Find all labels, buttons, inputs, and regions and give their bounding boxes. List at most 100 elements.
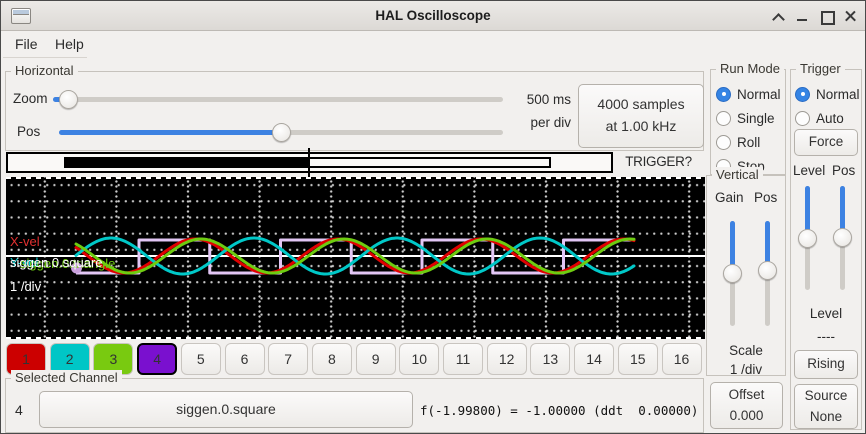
pos-slider[interactable] xyxy=(59,123,503,142)
trigger-mode-option-auto[interactable]: Auto xyxy=(795,108,844,128)
pos-slider-label: Pos xyxy=(17,124,41,139)
channel-button-11[interactable]: 11 xyxy=(443,343,483,375)
rate-per-div-line2: per div xyxy=(530,115,571,130)
channel-button-15[interactable]: 15 xyxy=(617,343,658,375)
scope-display[interactable]: X-vel Y-vel siggen.0.triangle siggen.0.squa… xyxy=(6,177,705,339)
channel-button-3[interactable]: 3 xyxy=(93,343,134,375)
run-mode-option-radio-icon[interactable] xyxy=(716,110,731,126)
trigger-pos-slider[interactable] xyxy=(833,186,852,290)
titlebar: HAL Oscilloscope xyxy=(1,1,865,31)
vertical-gain-fill xyxy=(730,221,735,274)
vertical-pos-slider[interactable] xyxy=(758,221,777,326)
trigger-mode-option-label: Auto xyxy=(816,110,844,126)
trigger-source-label: Source xyxy=(804,387,848,403)
vertical-pos-fill xyxy=(765,221,770,271)
channel-button-12[interactable]: 12 xyxy=(486,343,527,375)
record-captured-segment xyxy=(64,157,309,168)
zoom-slider-track xyxy=(53,97,503,102)
vertical-pos-handle[interactable] xyxy=(758,261,777,281)
shade-window-icon[interactable] xyxy=(769,7,787,25)
close-icon[interactable] xyxy=(841,7,859,25)
window-icon xyxy=(11,8,31,24)
samples-line2: at 1.00 kHz xyxy=(605,118,677,134)
trigger-level-slider[interactable] xyxy=(798,186,817,290)
run-mode-frame-label: Run Mode xyxy=(716,61,784,76)
trigger-force-button[interactable]: Force xyxy=(794,129,858,156)
menu-file[interactable]: File xyxy=(15,36,38,52)
pos-slider-handle[interactable] xyxy=(271,123,291,142)
trigger-pos-handle[interactable] xyxy=(833,227,852,247)
offset-value: 0.000 xyxy=(729,407,764,423)
channel-button-4[interactable]: 4 xyxy=(137,343,178,375)
vertical-gain-handle[interactable] xyxy=(723,264,742,283)
pos-slider-fill xyxy=(59,130,281,135)
vertical-gain-slider[interactable] xyxy=(723,221,742,326)
run-mode-option-roll[interactable]: Roll xyxy=(716,132,760,152)
trigger-frame-label: Trigger xyxy=(796,61,845,76)
trigger-level-handle[interactable] xyxy=(798,229,817,249)
run-mode-option-radio-icon[interactable] xyxy=(716,86,731,102)
trigger-mode-option-radio-icon[interactable] xyxy=(795,86,810,102)
trigger-mode-option-label: Normal xyxy=(816,86,860,102)
run-mode-option-label: Single xyxy=(737,110,775,126)
trigger-source-button[interactable]: Source None xyxy=(794,384,858,429)
minimize-icon[interactable] xyxy=(793,7,811,25)
trigger-edge-button[interactable]: Rising xyxy=(794,350,858,379)
scope-channel-label: siggen.0.square xyxy=(10,255,103,270)
vertical-gain-label: Gain xyxy=(715,190,744,205)
channel-button-9[interactable]: 9 xyxy=(355,343,396,375)
trigger-mode-option-normal[interactable]: Normal xyxy=(795,84,860,104)
vertical-offset-button[interactable]: Offset 0.000 xyxy=(710,382,783,429)
scope-channel-label: X-vel xyxy=(10,234,40,249)
trigger-level-column-label: Level xyxy=(793,163,826,178)
channel-button-5[interactable]: 5 xyxy=(180,343,221,375)
zoom-slider-handle[interactable] xyxy=(59,90,79,109)
run-mode-option-label: Normal xyxy=(737,86,781,102)
window-title: HAL Oscilloscope xyxy=(375,8,491,23)
scope-channel-label: 1 /div xyxy=(10,279,42,294)
trigger-pos-column-label: Pos xyxy=(832,163,856,178)
run-mode-option-normal[interactable]: Normal xyxy=(716,84,781,104)
samples-button[interactable]: 4000 samples at 1.00 kHz xyxy=(578,84,704,148)
menubar-separator xyxy=(3,57,87,58)
maximize-icon[interactable] xyxy=(817,7,835,25)
vertical-frame: Vertical xyxy=(706,167,786,376)
selected-channel-frame: Selected Channel xyxy=(5,370,704,433)
rate-per-div-line1: 500 ms xyxy=(526,92,571,107)
channel-button-6[interactable]: 6 xyxy=(224,343,265,375)
trigger-frame: Trigger xyxy=(790,61,862,430)
trigger-level-fill xyxy=(805,186,810,239)
channel-button-8[interactable]: 8 xyxy=(311,343,352,375)
scope-channel-label: Y-vel xyxy=(10,255,39,270)
trigger-edge-label: Rising xyxy=(807,356,845,372)
record-pending-segment xyxy=(308,157,551,168)
channel-button-10[interactable]: 10 xyxy=(399,343,440,375)
channel-button-7[interactable]: 7 xyxy=(268,343,309,375)
channel-button-16[interactable]: 16 xyxy=(661,343,702,375)
channel-button-14[interactable]: 14 xyxy=(574,343,615,375)
samples-line1: 4000 samples xyxy=(597,96,685,113)
run-mode-option-label: Roll xyxy=(737,134,761,150)
scope-channel-label: siggen.0.triangle xyxy=(20,256,116,271)
menu-help[interactable]: Help xyxy=(55,36,84,52)
trigger-mode-option-radio-icon[interactable] xyxy=(795,110,810,126)
run-mode-option-single[interactable]: Single xyxy=(716,108,775,128)
selected-channel-number: 4 xyxy=(15,402,23,418)
force-button-label: Force xyxy=(808,134,844,150)
vertical-frame-label: Vertical xyxy=(712,167,763,182)
vertical-scale-caption: Scale xyxy=(729,343,763,358)
selected-channel-name-button[interactable]: siggen.0.square xyxy=(39,391,413,428)
horizontal-frame-label: Horizontal xyxy=(11,63,78,78)
selected-channel-frame-label: Selected Channel xyxy=(11,370,122,385)
zoom-slider[interactable] xyxy=(53,90,503,109)
channel-button-1[interactable]: 1 xyxy=(6,343,46,375)
channel-value-readout: f(-1.99800) = -1.00000 (ddt 0.00000) xyxy=(420,403,699,418)
trigger-position-tick xyxy=(308,148,310,177)
offset-label: Offset xyxy=(728,386,765,402)
trigger-source-value: None xyxy=(809,408,843,424)
trigger-status-label: TRIGGER? xyxy=(625,154,692,169)
run-mode-option-radio-icon[interactable] xyxy=(716,134,731,150)
channel-button-13[interactable]: 13 xyxy=(530,343,571,375)
trigger-level-value: ---- xyxy=(817,329,835,344)
